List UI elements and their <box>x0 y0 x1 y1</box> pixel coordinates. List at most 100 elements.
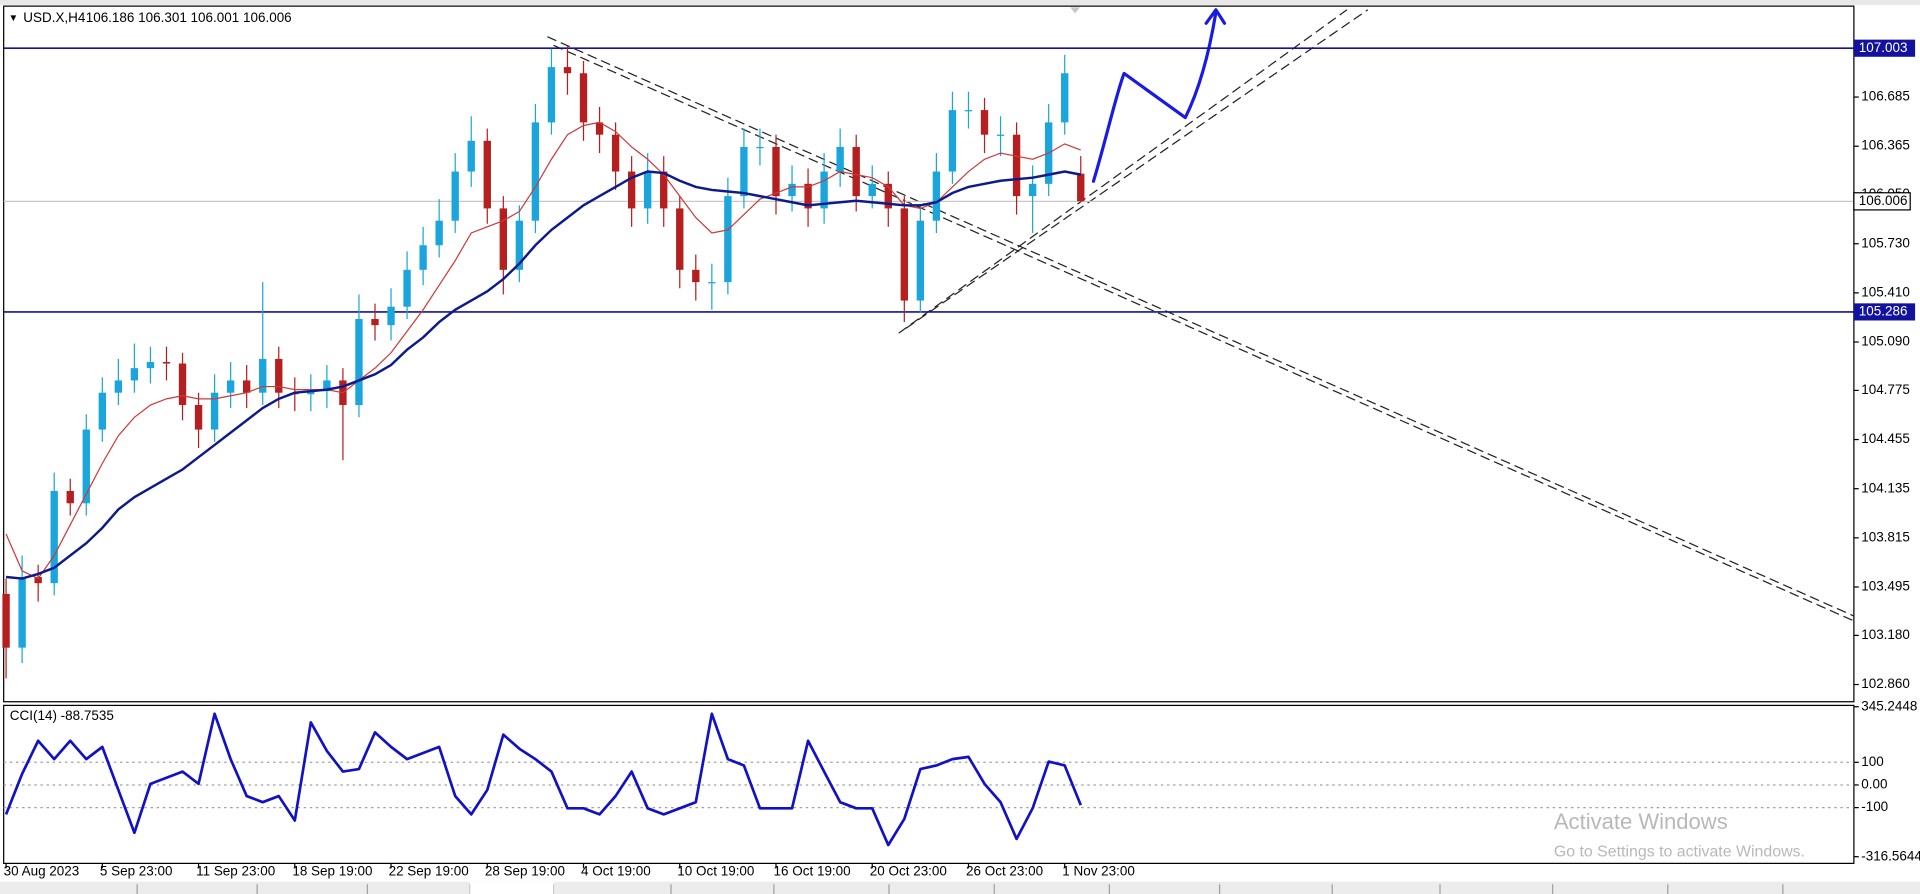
current-price-box <box>1853 192 1911 211</box>
candle-body <box>515 220 524 270</box>
cci-tick-label: -100 <box>1861 799 1888 814</box>
candle-body <box>932 171 941 221</box>
menu-triangle[interactable]: ▼ <box>9 13 19 24</box>
y-tick-label: 103.815 <box>1861 529 1910 544</box>
candle-body <box>483 140 491 209</box>
candle-body <box>499 208 507 270</box>
candle-body <box>435 220 443 246</box>
y-tick-label: 103.495 <box>1861 579 1910 594</box>
candle-body <box>644 171 652 209</box>
tab-separators <box>136 884 1784 894</box>
candle-body <box>18 577 26 648</box>
y-tick-label: 103.180 <box>1861 627 1910 642</box>
x-tick-label: 26 Oct 23:00 <box>966 864 1043 879</box>
candle-body <box>2 593 10 648</box>
candle-body <box>307 391 315 395</box>
x-tick-label: 22 Sep 19:00 <box>389 864 469 879</box>
candle-body <box>916 220 925 301</box>
candle-body <box>226 380 235 393</box>
active-tab[interactable] <box>470 881 554 894</box>
y-tick-label: 105.410 <box>1861 284 1910 299</box>
candle-body <box>1012 134 1021 197</box>
x-tick-label: 11 Sep 23:00 <box>196 864 275 879</box>
top-strip <box>0 0 1920 5</box>
candle-body <box>836 146 844 172</box>
cci-tick-label: 345.2448 <box>1861 698 1917 713</box>
candle-body <box>451 171 459 221</box>
candle-body <box>788 183 796 197</box>
candle-body <box>130 368 139 381</box>
shift-marker <box>1070 7 1080 14</box>
candle-body <box>804 183 812 209</box>
candle-body <box>579 73 588 123</box>
candle-body <box>82 429 90 504</box>
candle-body <box>884 183 892 209</box>
candle-body <box>1077 173 1085 202</box>
candle-body <box>852 146 860 197</box>
candle-body <box>563 67 572 74</box>
candle-body <box>34 577 42 584</box>
candle-body <box>900 208 908 301</box>
x-tick-label: 5 Sep 23:00 <box>100 864 173 879</box>
y-tick-label: 105.090 <box>1861 334 1910 349</box>
candle-body <box>531 122 540 221</box>
cci-tick-label: 100 <box>1861 754 1883 769</box>
candle-body <box>676 208 684 270</box>
candle-body <box>724 196 732 283</box>
trendlines <box>547 9 1855 622</box>
candle-body <box>996 134 1005 136</box>
x-tick-label: 4 Oct 19:00 <box>581 864 651 879</box>
x-tick-label: 20 Oct 23:00 <box>870 864 947 879</box>
y-tick-label: 104.775 <box>1861 382 1910 397</box>
candle-body <box>387 306 395 326</box>
candle-body <box>547 67 556 123</box>
price-panel-frame <box>3 5 1855 703</box>
y-tick-label: 102.860 <box>1861 676 1910 691</box>
y-tick-label: 106.365 <box>1861 138 1910 153</box>
candle-body <box>178 363 187 405</box>
candle-body <box>146 361 155 369</box>
candle-body <box>210 392 219 430</box>
y-tick-label: 106.685 <box>1861 89 1910 104</box>
candle-body <box>692 269 700 283</box>
up-trendline <box>898 9 1348 334</box>
ohlc-label: 106.186 106.301 106.001 106.006 <box>86 10 292 25</box>
x-tick-label: 30 Aug 2023 <box>4 864 80 879</box>
x-tick-label: 18 Sep 19:00 <box>292 864 372 879</box>
level-box <box>1853 303 1916 321</box>
candle-body <box>403 269 411 307</box>
cci-tick-label: 0.00 <box>1861 777 1887 792</box>
x-tick-label: 10 Oct 19:00 <box>677 864 754 879</box>
candle-body <box>355 318 363 405</box>
candle-body <box>1028 183 1037 197</box>
candle-body <box>259 358 267 393</box>
down-trendline <box>553 44 1855 622</box>
candle-body <box>964 110 973 112</box>
candle-body <box>948 110 957 172</box>
y-tick-label: 104.455 <box>1861 431 1910 446</box>
cci-tick-label: -316.5644 <box>1861 848 1920 863</box>
down-trendline <box>547 36 1855 617</box>
cci-line <box>4 712 1083 847</box>
candle-body <box>660 171 668 209</box>
symbol-label: USD.X,H4 <box>23 10 86 25</box>
x-tick-label: 28 Sep 19:00 <box>485 864 565 879</box>
current-price-label: 106.006 <box>1859 193 1908 208</box>
candle-body <box>868 183 876 197</box>
candle-body <box>467 140 475 172</box>
candle-body <box>98 392 106 430</box>
candle-body <box>323 380 331 392</box>
level-box <box>1853 39 1916 57</box>
candle-body <box>66 491 74 504</box>
candle-body <box>419 245 427 270</box>
moving-average <box>5 170 1081 580</box>
tab-bar <box>0 881 1920 894</box>
candle-body <box>275 358 283 393</box>
candle-body <box>194 404 203 430</box>
candle-body <box>708 282 716 284</box>
arrow-head <box>1204 8 1227 25</box>
candle-body <box>627 171 636 209</box>
